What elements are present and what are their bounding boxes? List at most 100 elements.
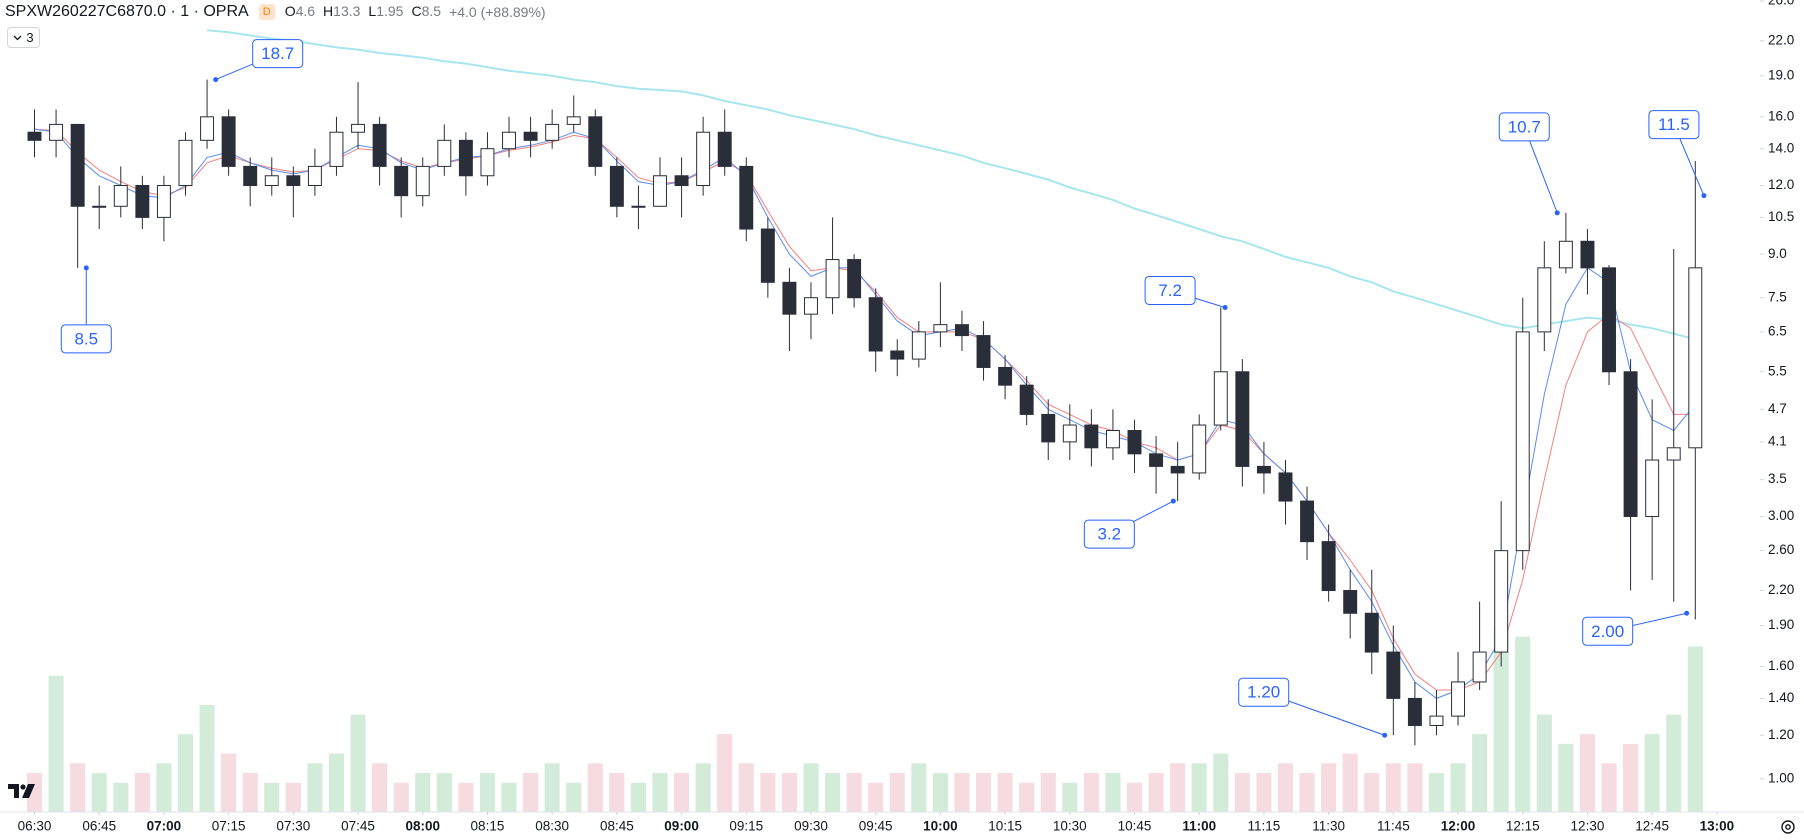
- volume-bar: [975, 773, 992, 812]
- candle-body: [1300, 500, 1315, 543]
- volume-bar: [1256, 773, 1272, 812]
- volume-bar: [458, 782, 474, 812]
- y-tick-label: 2.20: [1768, 582, 1794, 597]
- volume-bar: [566, 782, 582, 812]
- volume-bar: [1234, 773, 1250, 812]
- gear-hub: [1785, 824, 1791, 830]
- badge: D: [258, 3, 275, 20]
- settings-icon[interactable]: [1781, 820, 1795, 834]
- y-tick-label: 4.1: [1768, 433, 1787, 448]
- ohlc-value: 4.6: [295, 3, 316, 19]
- volume-bar: [1601, 763, 1617, 812]
- moving-average: [207, 29, 1696, 341]
- volume-bar: [630, 782, 646, 812]
- volume-bar: [544, 763, 560, 812]
- volume-bar: [134, 773, 150, 812]
- x-tick-label: 12:45: [1635, 819, 1669, 834]
- candle-body: [954, 324, 969, 337]
- x-tick-label: 07:15: [212, 819, 246, 834]
- callout-label: 7.2: [1158, 281, 1182, 300]
- volume-bar: [1213, 753, 1229, 812]
- callout-label: 2.00: [1591, 622, 1624, 641]
- candle-body: [1666, 447, 1681, 461]
- y-tick-label: 1.60: [1768, 658, 1794, 673]
- candle-body: [1602, 267, 1616, 373]
- volume-bar: [1040, 773, 1056, 812]
- candle-body: [1321, 541, 1336, 592]
- x-tick-label: 13:00: [1700, 819, 1735, 834]
- y-tick-label: 22.0: [1768, 32, 1794, 47]
- indicator-toggle[interactable]: 3: [7, 27, 40, 48]
- callout-point: [1382, 732, 1388, 738]
- ohlc-key: H: [323, 3, 334, 19]
- candle-body: [27, 131, 42, 141]
- volume-bar: [156, 763, 172, 812]
- candle-body: [458, 139, 473, 177]
- x-tick-label: 08:45: [600, 819, 634, 834]
- volume-bar: [415, 773, 431, 812]
- volume-bar: [1644, 734, 1660, 812]
- candle-body: [804, 297, 818, 315]
- candle-body: [1192, 424, 1207, 474]
- candle-body: [890, 350, 905, 360]
- volume-bar: [1515, 636, 1531, 812]
- callout-point: [1222, 304, 1228, 310]
- legend-header: SPXW260227C6870.0 · 1 · OPRA D O4.6 H13.3…: [5, 1, 546, 22]
- candle-body: [135, 185, 150, 218]
- callout-point: [1554, 210, 1560, 216]
- candle-body: [1688, 267, 1703, 449]
- gear-ring: [1781, 820, 1795, 834]
- candle-body: [502, 131, 516, 150]
- volume-bar: [1364, 773, 1380, 812]
- candle-body: [200, 116, 215, 141]
- candle-body: [92, 205, 107, 208]
- logo-part: [22, 784, 35, 798]
- candle-body: [1429, 715, 1444, 726]
- candle-body: [847, 259, 862, 299]
- indicator-count: 3: [26, 30, 34, 45]
- ohlc-value: 8.5: [421, 3, 442, 19]
- volume-bar: [1450, 763, 1466, 812]
- x-tick-label: 06:45: [82, 819, 116, 834]
- y-tick-label: 3.5: [1768, 471, 1787, 486]
- moving-average: [34, 128, 1696, 691]
- candle-body: [933, 324, 948, 333]
- moving-average: [34, 128, 1696, 699]
- volume-bar: [1083, 773, 1099, 812]
- callout-label: 8.5: [74, 329, 98, 348]
- volume-bar: [1558, 743, 1574, 812]
- y-tick-label: 16.0: [1768, 108, 1794, 123]
- candle-body: [286, 175, 301, 187]
- volume-bar: [479, 773, 495, 812]
- candle-body: [1343, 590, 1358, 614]
- symbol[interactable]: SPXW260227C6870.0 · 1 · OPRA: [5, 2, 249, 20]
- volume-bar: [1666, 714, 1682, 812]
- candle-body: [1213, 371, 1228, 426]
- y-tick-label: 6.5: [1768, 323, 1787, 338]
- callout-box: [60, 324, 112, 354]
- volume-bar: [911, 763, 927, 812]
- volume-bar: [997, 773, 1013, 812]
- volume-bar: [1126, 782, 1143, 812]
- x-tick-label: 08:30: [535, 819, 569, 834]
- ohlc-key: C: [411, 3, 422, 19]
- candle-body: [329, 131, 344, 167]
- x-tick-label: 10:00: [923, 819, 958, 834]
- callout-box: [1498, 112, 1550, 142]
- x-tick-label: 09:30: [794, 819, 828, 834]
- candles-layer: [27, 79, 1703, 746]
- volume-bar: [1148, 773, 1164, 812]
- candle-body: [523, 131, 538, 141]
- tradingview-logo[interactable]: [8, 784, 35, 798]
- x-tick-label: 07:30: [276, 819, 310, 834]
- x-tick-label: 12:15: [1506, 819, 1540, 834]
- candle-body: [1127, 430, 1142, 455]
- volume-bar: [954, 773, 970, 812]
- volume-bar: [1536, 714, 1552, 812]
- x-tick-label: 09:00: [664, 819, 699, 834]
- candle-body: [1451, 681, 1466, 717]
- lines-layer: [34, 29, 1696, 699]
- volume-bar: [393, 782, 409, 812]
- annotations-layer: 18.7 8.5 7.2 3.2 1.20 10.7 11.5 2.00: [60, 39, 1707, 738]
- candle-body: [156, 185, 171, 218]
